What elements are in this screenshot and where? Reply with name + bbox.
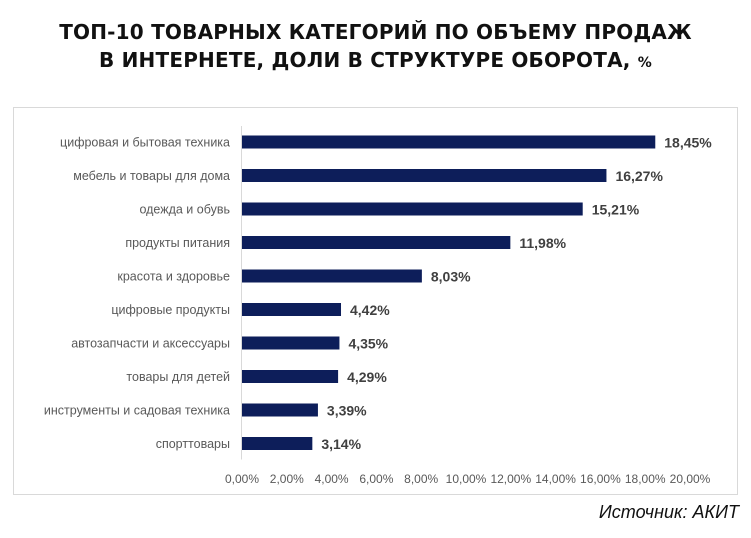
x-tick-label: 0,00% [225,472,259,486]
x-tick-label: 14,00% [535,472,576,486]
data-label: 8,03% [431,269,471,285]
data-label: 4,35% [348,336,388,352]
x-tick-label: 20,00% [670,472,711,486]
category-label: цифровые продукты [111,303,230,317]
bar [242,336,340,350]
category-label: красота и здоровье [117,270,230,284]
title-line-2-text: В ИНТЕРНЕТЕ, ДОЛИ В СТРУКТУРЕ ОБОРОТА, [99,48,631,72]
x-tick-label: 4,00% [315,472,349,486]
category-label: мебель и товары для дома [73,169,230,183]
x-tick-label: 2,00% [270,472,304,486]
data-label: 4,29% [347,369,387,385]
data-label: 3,39% [327,403,367,419]
x-tick-label: 18,00% [625,472,666,486]
bar [242,403,318,417]
bar [242,236,511,249]
x-tick-label: 10,00% [446,472,487,486]
x-tick-label: 12,00% [490,472,531,486]
data-label: 11,98% [519,235,566,251]
data-label: 15,21% [592,202,640,218]
category-label: одежда и обувь [139,203,230,217]
category-label: автозапчасти и аксессуары [71,337,230,351]
category-label: продукты питания [125,236,230,250]
x-tick-label: 8,00% [404,472,438,486]
category-label: товары для детей [126,370,230,384]
bar [242,437,313,450]
data-label: 3,14% [321,436,361,452]
category-label: цифровая и бытовая техника [60,136,230,150]
title-line-2: В ИНТЕРНЕТЕ, ДОЛИ В СТРУКТУРЕ ОБОРОТА, % [0,46,751,77]
title-unit: % [637,55,652,71]
bar [242,202,583,216]
category-label: инструменты и садовая техника [44,404,230,418]
bar [242,303,342,316]
data-label: 18,45% [664,135,712,151]
x-tick-label: 16,00% [580,472,621,486]
data-label: 4,42% [350,302,390,318]
bar [242,370,339,383]
bar [242,269,422,283]
data-label: 16,27% [615,168,663,184]
source-note: Источник: АКИТ [598,502,739,522]
chart-title: ТОП-10 ТОВАРНЫХ КАТЕГОРИЙ ПО ОБЪЕМУ ПРОД… [0,18,751,77]
bar [242,135,656,149]
x-tick-label: 6,00% [359,472,393,486]
title-line-1: ТОП-10 ТОВАРНЫХ КАТЕГОРИЙ ПО ОБЪЕМУ ПРОД… [59,20,692,44]
bar [242,169,607,182]
category-label: спорттовары [156,437,230,451]
